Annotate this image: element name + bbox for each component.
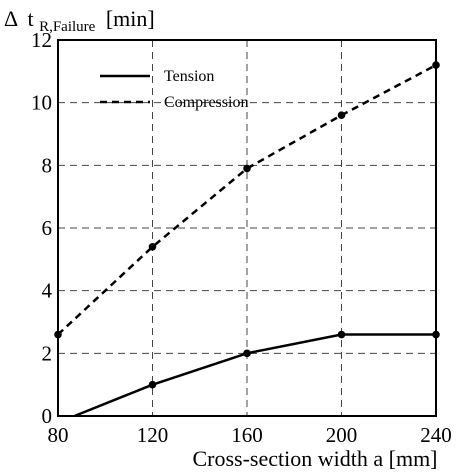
data-point-compression <box>54 330 62 339</box>
y-axis-label-delta: Δ <box>4 6 18 31</box>
series-line-tension <box>74 333 436 418</box>
y-tick-label: 6 <box>42 216 53 240</box>
data-point-tension <box>148 380 157 389</box>
y-tick-label: 0 <box>42 404 53 428</box>
series-group <box>54 61 440 418</box>
axis-ticks: 80 120 160 200 240 0 2 4 6 8 10 12 <box>31 28 452 447</box>
data-point-compression <box>337 111 346 119</box>
y-tick-label: 2 <box>42 341 53 365</box>
x-tick-label: 120 <box>137 423 169 447</box>
data-point-compression <box>148 243 157 251</box>
y-tick-label: 10 <box>31 91 52 115</box>
series-line-compression <box>57 63 437 336</box>
data-point-compression <box>243 164 251 173</box>
y-axis-label-unit: [min] <box>106 6 155 31</box>
data-point-tension <box>243 349 251 358</box>
x-tick-label: 200 <box>326 423 358 447</box>
y-tick-label: 4 <box>42 279 53 303</box>
legend: Tension Compression <box>100 68 248 111</box>
y-axis-label-subscript: R,Failure <box>39 19 96 35</box>
y-axis-label-t: t <box>27 6 33 31</box>
x-axis-label: Cross-section width a [mm] <box>192 446 437 471</box>
y-tick-label: 12 <box>31 28 52 52</box>
x-tick-label: 80 <box>48 423 69 447</box>
plot-area-frame <box>57 39 437 417</box>
data-point-tension <box>432 330 440 339</box>
x-tick-label: 240 <box>420 423 452 447</box>
data-point-tension <box>337 330 346 339</box>
y-axis-label: Δ t R,Failure [min] <box>4 6 155 36</box>
y-tick-label: 8 <box>42 153 53 177</box>
data-point-compression <box>432 61 440 69</box>
legend-label-tension: Tension <box>164 68 214 85</box>
x-tick-label: 160 <box>231 423 263 447</box>
legend-label-compression: Compression <box>164 94 248 111</box>
